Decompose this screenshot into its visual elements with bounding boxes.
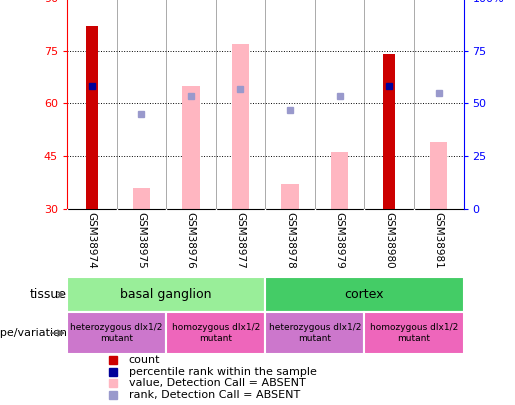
Bar bbox=[85, 26, 98, 209]
Text: genotype/variation: genotype/variation bbox=[0, 328, 67, 338]
Text: percentile rank within the sample: percentile rank within the sample bbox=[129, 367, 317, 377]
Text: homozygous dlx1/2
mutant: homozygous dlx1/2 mutant bbox=[370, 324, 458, 343]
Bar bbox=[265, 312, 365, 354]
Bar bbox=[133, 188, 150, 209]
Bar bbox=[383, 54, 396, 209]
Text: GSM38976: GSM38976 bbox=[186, 212, 196, 269]
Text: heterozygous dlx1/2
mutant: heterozygous dlx1/2 mutant bbox=[71, 324, 163, 343]
Bar bbox=[232, 44, 249, 209]
Text: GSM38981: GSM38981 bbox=[434, 212, 444, 269]
Text: GSM38980: GSM38980 bbox=[384, 212, 394, 269]
Text: rank, Detection Call = ABSENT: rank, Detection Call = ABSENT bbox=[129, 390, 300, 400]
Text: GSM38979: GSM38979 bbox=[335, 212, 345, 269]
Text: homozygous dlx1/2
mutant: homozygous dlx1/2 mutant bbox=[171, 324, 260, 343]
Text: GSM38974: GSM38974 bbox=[87, 212, 97, 269]
Text: GSM38975: GSM38975 bbox=[136, 212, 146, 269]
Text: heterozygous dlx1/2
mutant: heterozygous dlx1/2 mutant bbox=[269, 324, 361, 343]
Bar bbox=[67, 312, 166, 354]
Bar bbox=[430, 142, 448, 209]
Bar bbox=[365, 312, 464, 354]
Text: count: count bbox=[129, 355, 160, 365]
Text: GSM38977: GSM38977 bbox=[235, 212, 246, 269]
Text: cortex: cortex bbox=[345, 288, 384, 301]
Text: value, Detection Call = ABSENT: value, Detection Call = ABSENT bbox=[129, 378, 305, 388]
Text: GSM38978: GSM38978 bbox=[285, 212, 295, 269]
Bar bbox=[281, 184, 299, 209]
Bar bbox=[182, 86, 199, 209]
Bar bbox=[166, 312, 265, 354]
Text: tissue: tissue bbox=[30, 288, 67, 301]
Text: basal ganglion: basal ganglion bbox=[121, 288, 212, 301]
Bar bbox=[67, 277, 265, 312]
Bar bbox=[265, 277, 464, 312]
Bar bbox=[331, 152, 348, 209]
